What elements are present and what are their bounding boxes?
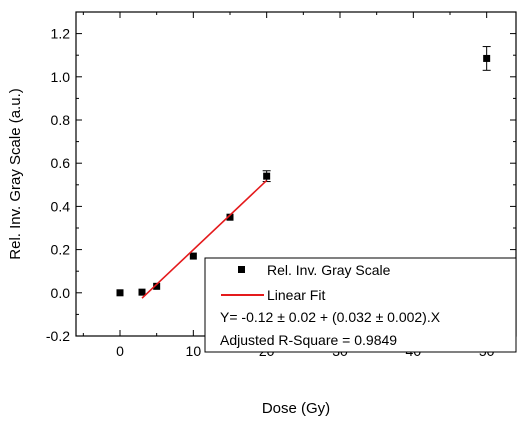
x-tick-label: 0 <box>116 343 124 359</box>
legend: Rel. Inv. Gray Scale Linear Fit Y= -0.12… <box>204 257 517 353</box>
y-tick-label: 0.0 <box>51 285 71 301</box>
data-point <box>189 252 197 260</box>
data-point <box>483 54 491 62</box>
data-point <box>116 289 124 297</box>
legend-equation: Y= -0.12 ± 0.02 + (0.032 ± 0.002).X <box>220 309 441 325</box>
legend-entry-fit: Linear Fit <box>267 287 325 303</box>
legend-entry-scatter: Rel. Inv. Gray Scale <box>267 262 391 278</box>
data-point <box>226 213 234 221</box>
legend-box <box>204 257 517 353</box>
y-tick-label: 0.8 <box>51 112 71 128</box>
y-tick-label: 1.2 <box>51 26 71 42</box>
y-tick-label: 0.6 <box>51 155 71 171</box>
legend-marker-scatter <box>238 266 245 273</box>
data-point <box>153 282 161 290</box>
y-tick-label: 0.2 <box>51 242 71 258</box>
y-tick-label: 1.0 <box>51 69 71 85</box>
legend-r-square: Adjusted R-Square = 0.9849 <box>220 332 397 348</box>
linear-fit-line <box>141 179 268 299</box>
data-point <box>138 288 146 296</box>
y-axis-label: Rel. Inv. Gray Scale (a.u.) <box>7 88 24 259</box>
data-point <box>263 172 271 180</box>
x-tick-label: 10 <box>186 343 202 359</box>
x-axis-label: Dose (Gy) <box>262 400 330 417</box>
y-tick-label: -0.2 <box>46 328 70 344</box>
data-layer <box>116 46 491 299</box>
y-tick-label: 0.4 <box>51 198 71 214</box>
